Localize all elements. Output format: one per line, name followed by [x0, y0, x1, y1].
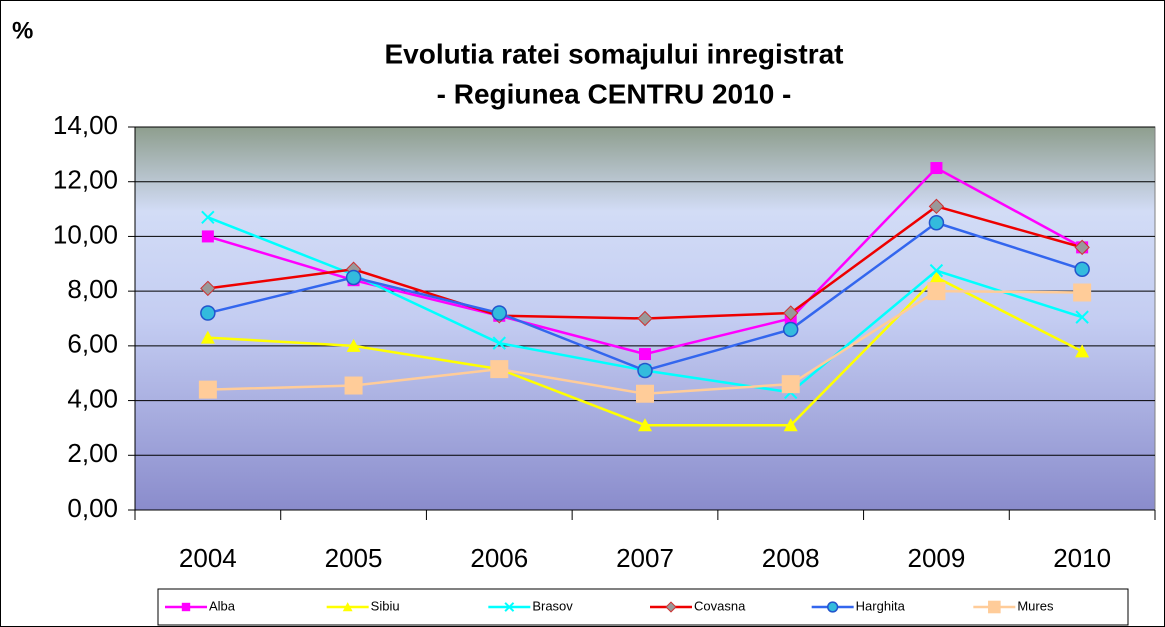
data-point — [1074, 261, 1090, 278]
data-point — [928, 215, 945, 231]
legend-label: Brasov — [532, 598, 573, 613]
legend-label: Sibiu — [371, 598, 400, 613]
data-point — [345, 269, 362, 286]
data-point — [198, 380, 217, 399]
data-point — [781, 375, 800, 394]
legend-label: Alba — [209, 598, 236, 613]
data-point — [928, 198, 945, 215]
y-tick-label: 14,00 — [53, 110, 118, 140]
y-tick-label: 8,00 — [67, 274, 118, 304]
x-tick-label: 2004 — [179, 543, 237, 573]
data-point — [1073, 283, 1092, 302]
chart-subtitle: - Regiunea CENTRU 2010 - — [437, 78, 792, 109]
data-point — [201, 210, 215, 224]
data-point — [490, 360, 509, 379]
data-point — [927, 282, 946, 301]
legend-label: Mures — [1017, 598, 1054, 613]
data-point — [491, 305, 508, 321]
legend-marker — [988, 600, 1001, 614]
data-point — [637, 362, 653, 379]
data-point — [638, 418, 652, 432]
data-point — [782, 321, 799, 338]
data-point — [929, 263, 944, 278]
x-tick-label: 2007 — [616, 543, 674, 573]
data-point — [200, 305, 216, 321]
x-tick-label: 2009 — [908, 543, 966, 573]
data-point — [783, 418, 798, 432]
x-tick-label: 2005 — [325, 543, 383, 573]
data-point — [200, 330, 215, 344]
y-tick-label: 0,00 — [67, 493, 118, 523]
data-point — [783, 305, 799, 321]
y-tick-label: 2,00 — [67, 438, 118, 468]
data-point — [1075, 344, 1090, 358]
y-tick-label: 6,00 — [67, 329, 118, 359]
legend-label: Harghita — [856, 598, 906, 613]
data-point — [201, 230, 214, 243]
legend-marker — [181, 602, 191, 612]
data-point — [637, 310, 653, 327]
x-tick-label: 2008 — [762, 543, 820, 573]
data-point — [1075, 310, 1089, 324]
data-point — [346, 338, 361, 352]
y-tick-label: 10,00 — [53, 219, 118, 249]
legend-marker — [342, 602, 353, 612]
data-point — [344, 376, 363, 395]
data-point — [929, 270, 944, 284]
legend-label: Covasna — [694, 598, 746, 613]
data-point — [639, 348, 651, 361]
x-tick-label: 2010 — [1053, 543, 1111, 573]
data-point — [1074, 239, 1090, 256]
data-point — [492, 336, 506, 350]
y-axis-label: % — [12, 17, 33, 44]
legend — [157, 588, 1129, 626]
x-tick-label: 2006 — [470, 543, 528, 573]
legend-marker — [665, 601, 677, 613]
legend-marker — [504, 602, 515, 612]
y-tick-label: 4,00 — [67, 383, 118, 413]
y-tick-label: 12,00 — [53, 165, 118, 195]
legend-marker — [827, 601, 839, 613]
data-point — [930, 162, 943, 175]
data-point — [200, 280, 216, 297]
data-point — [636, 384, 654, 403]
chart-title: Evolutia ratei somajului inregistrat — [384, 38, 843, 69]
